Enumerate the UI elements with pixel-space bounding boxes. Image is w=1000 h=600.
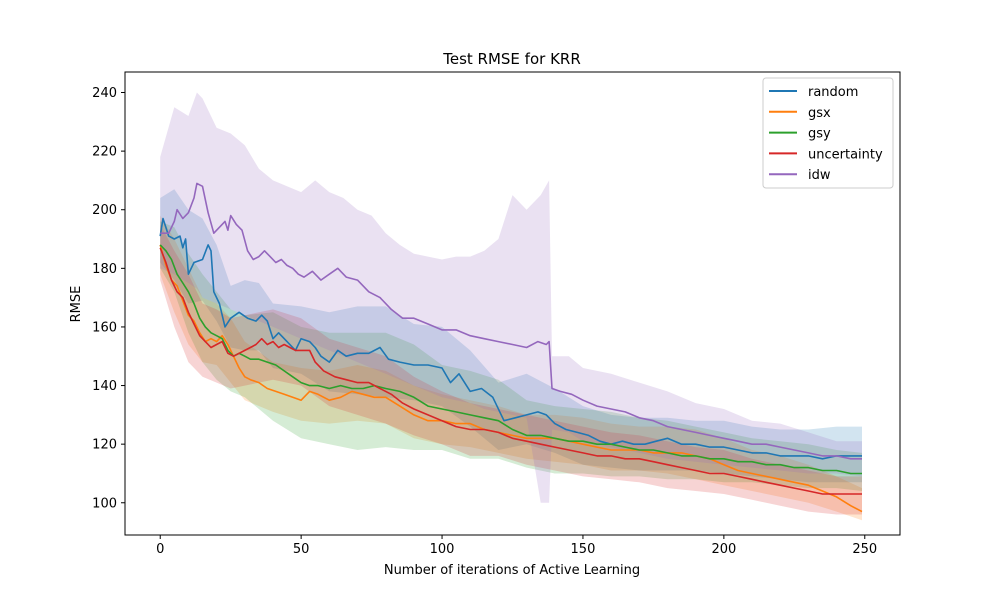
- legend-box: [762, 77, 894, 189]
- y-tick-label: 140: [92, 379, 117, 394]
- legend-label-gsy: gsy: [808, 127, 831, 142]
- y-tick-label: 120: [92, 438, 117, 453]
- x-tick-label: 50: [293, 542, 310, 557]
- y-tick-label: 100: [92, 496, 117, 511]
- y-tick-label: 180: [92, 262, 117, 277]
- x-tick-label: 250: [852, 542, 877, 557]
- legend-label-gsx: gsx: [808, 106, 831, 121]
- x-tick-label: 0: [156, 542, 164, 557]
- band-idw: [160, 92, 862, 503]
- x-axis-ticks: 0 50 100 150 200 250: [156, 535, 877, 557]
- series-line-random: [159, 217, 862, 460]
- x-tick-label: 200: [711, 542, 736, 557]
- series-line-gsy: [159, 244, 862, 475]
- y-tick-label: 220: [92, 145, 117, 160]
- legend-label-uncertainty: uncertainty: [808, 147, 883, 162]
- x-tick-label: 150: [571, 542, 596, 557]
- band-gsy: [160, 221, 862, 491]
- legend: random gsx gsy uncertainty idw: [762, 77, 894, 189]
- y-tick-label: 240: [92, 86, 117, 101]
- series-lines: [159, 182, 863, 513]
- y-tick-label: 200: [92, 203, 117, 218]
- y-axis-label: RMSE: [69, 286, 84, 323]
- band-uncertainty: [160, 224, 862, 515]
- x-axis-label: Number of iterations of Active Learning: [384, 563, 640, 578]
- chart-title: Test RMSE for KRR: [442, 50, 581, 68]
- series-line-idw: [160, 182, 862, 460]
- legend-label-idw: idw: [808, 168, 831, 183]
- y-tick-label: 160: [92, 320, 117, 335]
- x-tick-label: 100: [430, 542, 455, 557]
- plot-area-frame: [124, 71, 901, 536]
- y-axis-ticks: 100 120 140 160 180 200 220 240: [92, 86, 125, 511]
- band-random: [160, 189, 862, 483]
- legend-label-random: random: [808, 85, 858, 100]
- series-line-uncertainty: [159, 247, 862, 495]
